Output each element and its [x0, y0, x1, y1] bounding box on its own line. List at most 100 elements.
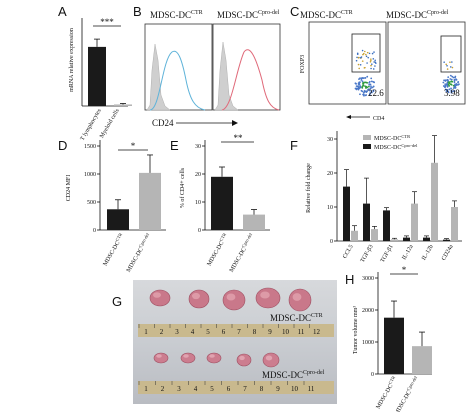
panel-h-xtick-1: MDSC-DCCTR: [374, 375, 399, 410]
panel-c-events: [354, 49, 460, 97]
tumor-ctr-3: [222, 289, 246, 311]
panel-f-bar-1-1: [343, 186, 350, 241]
panel-a-chart: mRNA relative expression *** T lymphocyt…: [69, 17, 132, 142]
panel-c-ctr-gate-event: [356, 56, 358, 59]
tumor-ctr-4: [255, 287, 281, 309]
panel-c-ctr-event: [354, 82, 357, 85]
panel-c-gate-del-value: 3.98: [444, 88, 460, 98]
panel-c-ctr-event: [367, 88, 370, 91]
panel-c-del-event: [447, 90, 450, 93]
ruler-top-number-9: 9: [268, 328, 272, 336]
panel-c-del-event: [449, 78, 452, 80]
tumor-del-highlight-5: [265, 355, 273, 361]
panel-c-del-event: [453, 78, 456, 81]
panel-c-ctr-event: [365, 94, 368, 96]
panel-f-ytick-2: 10: [327, 205, 333, 211]
tumor-ctr-1: [149, 289, 171, 307]
panel-c-del-event: [453, 81, 456, 84]
panel-c-ctr-gate-event: [371, 52, 374, 55]
panel-c-del-event: [446, 89, 449, 91]
legend-label-ctr: MDSC-DCCTR: [374, 134, 410, 142]
tumor-ctr-5: [288, 288, 312, 312]
panel-c-ctr-event: [370, 80, 373, 83]
ruler-top-number-8: 8: [253, 328, 257, 336]
panel-c-del-event: [455, 78, 458, 81]
panel-h-xtick-2: MDSC-DCCpro-del: [392, 374, 421, 412]
panel-c-ctr-event: [362, 83, 364, 85]
panel-c-ctr-gate-event: [357, 63, 360, 66]
panel-c-ctr-gate-event: [365, 55, 368, 58]
panel-c-del-event: [451, 80, 454, 83]
panel-c-del-event: [449, 74, 452, 77]
panel-c-ctr-gate-event: [374, 59, 376, 62]
panel-c-del-event: [450, 83, 453, 86]
panel-d-ytick-3: 1000: [84, 172, 96, 178]
panel-d-ytick-4: 1500: [84, 144, 96, 150]
panel-d-ytick-1: 0: [93, 228, 96, 234]
panel-b-hist-del: [221, 49, 280, 111]
ruler-bottom: [138, 381, 334, 394]
panel-f-bar-4-1: [403, 237, 410, 241]
panel-c-del-event: [452, 84, 455, 87]
panel-c-del-gate-event: [449, 61, 451, 64]
panel-f-legend: MDSC-DCCTR MDSC-DCCpro-del: [363, 134, 418, 151]
panel-c-ctr-gate-event: [370, 64, 372, 67]
panel-c-ctr-gate-event: [359, 63, 362, 66]
panel-c-ctr-event: [369, 87, 372, 90]
panel-c-del-event: [458, 83, 460, 86]
panel-f-bar-6-1: [443, 239, 450, 241]
panel-c-del-event: [446, 82, 449, 85]
legend-label-del: MDSC-DCCpro-del: [374, 143, 418, 151]
panel-a-significance: ***: [100, 17, 114, 27]
panel-g-photo-content: 1 2 3 4 5 6 7 8 9 10 11 121 2 3 4 5 6 7 8 9 10 11 MDSC-DCCTR …: [138, 287, 334, 394]
panel-a-bar-2: [114, 104, 132, 106]
panel-c-ylabel: FOXP3: [300, 55, 306, 73]
ruler-bottom-number-2: 2: [161, 385, 165, 393]
tumor-del-3: [206, 352, 222, 364]
ruler-top-number-3: 3: [175, 328, 179, 336]
panel-c-del-gate-event: [446, 68, 449, 70]
panel-e-xtick-1: MDSC-DCCTR: [205, 232, 230, 267]
panel-c-ctr-event: [364, 90, 367, 93]
ruler-top-number-6: 6: [222, 328, 226, 336]
panel-c-ctr-event: [365, 81, 367, 84]
panel-c-ctr-gate-event: [362, 53, 364, 56]
panel-c-ctr-event: [361, 80, 364, 83]
panel-h-ytick-3: 2000: [362, 308, 374, 314]
panel-c-ctr-event: [355, 85, 358, 88]
tumor-del-4: [236, 353, 252, 367]
panel-e-significance: **: [234, 133, 244, 143]
panel-d-chart: CD24 MFI 0 500 1000 1500 * MDSC-DCCTR MDSC-…: [66, 140, 166, 274]
panel-c-del-event: [448, 88, 451, 91]
ruler-top-number-11: 11: [298, 328, 305, 336]
panel-c-ctr-event: [361, 90, 364, 93]
panel-d-ylabel: CD24 MFI: [66, 175, 72, 202]
panel-c-del-event: [448, 84, 451, 87]
panel-c-del-event: [453, 90, 456, 92]
panel-c-del-event: [454, 76, 456, 79]
panel-c-ctr-event: [371, 91, 373, 94]
panel-b-isotype-del: [214, 41, 239, 111]
panel-f-bar-3-1: [383, 210, 390, 241]
panel-c-del-event: [444, 80, 447, 82]
panel-b-title-del: MDSC-DCCpro-del: [217, 10, 280, 20]
panel-d-bar-2: [139, 172, 161, 230]
panel-c-ctr-event: [372, 89, 375, 92]
panel-f-xtick-5: IL-12b: [421, 244, 435, 261]
panel-c-ctr-event: [372, 80, 375, 83]
ruler-bottom-number-9: 9: [276, 385, 280, 393]
panel-b-arrowhead: [232, 120, 238, 126]
panel-f-xtick-4: IL-12a: [401, 244, 415, 261]
panel-c-ctr-event: [357, 83, 360, 86]
ruler-top-number-12: 12: [313, 328, 321, 336]
panel-c-ctr-gate-event: [368, 52, 371, 55]
panel-e-ytick-2: 10: [195, 200, 201, 206]
panel-c-ctr-event: [359, 85, 362, 88]
panel-c-ctr-event: [370, 77, 373, 80]
panel-c-del-event: [447, 83, 450, 86]
panel-c-del-event: [444, 88, 447, 91]
legend-swatch-ctr: [363, 135, 371, 140]
panel-c-del-event: [450, 87, 452, 90]
panel-c-ctr-gate-event: [373, 51, 375, 53]
